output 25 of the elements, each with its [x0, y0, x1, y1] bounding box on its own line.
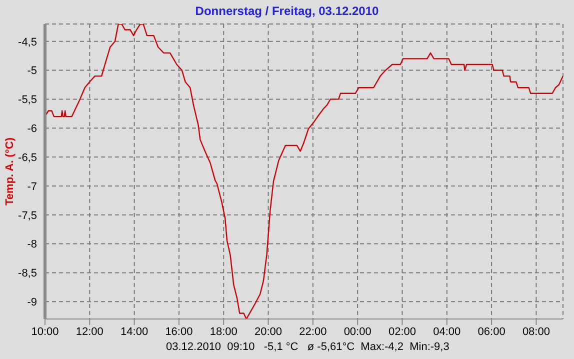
y-axis-title: Temp. A. (°C)	[4, 137, 16, 206]
y-tick-label: -5	[27, 65, 37, 78]
y-tick-label: -8,5	[18, 268, 37, 280]
x-tick-label: 22:00	[299, 326, 327, 338]
x-tick-label: 14:00	[120, 326, 148, 338]
y-tick-label: -5,5	[18, 94, 37, 106]
x-tick-label: 00:00	[344, 326, 372, 338]
y-tick-label: -7,5	[18, 210, 37, 222]
y-tick-label: -6	[27, 123, 37, 136]
chart-title: Donnerstag / Freitag, 03.12.2010	[194, 4, 380, 18]
text: 03.12.2010 09:10 -5,1 °C ø -5,61°C Max:-4,2 Min:-9,3	[166, 341, 450, 353]
x-tick-label: 06:00	[478, 326, 506, 338]
y-tick-label: -7	[27, 180, 37, 193]
x-tick-label: 18:00	[210, 326, 238, 338]
x-tick-label: 20:00	[254, 326, 282, 338]
y-tick-label: -9	[27, 296, 37, 309]
y-tick-label: -8	[27, 238, 37, 251]
x-tick-label: 12:00	[76, 326, 104, 338]
x-tick-label: 04:00	[433, 326, 461, 338]
y-tick-label: -4,5	[18, 36, 37, 48]
x-tick-label: 02:00	[388, 326, 416, 338]
x-tick-label: 08:00	[522, 326, 550, 338]
x-tick-label: 10:00	[31, 326, 59, 338]
y-tick-label: -6,5	[18, 152, 37, 164]
x-tick-label: 16:00	[165, 326, 193, 338]
